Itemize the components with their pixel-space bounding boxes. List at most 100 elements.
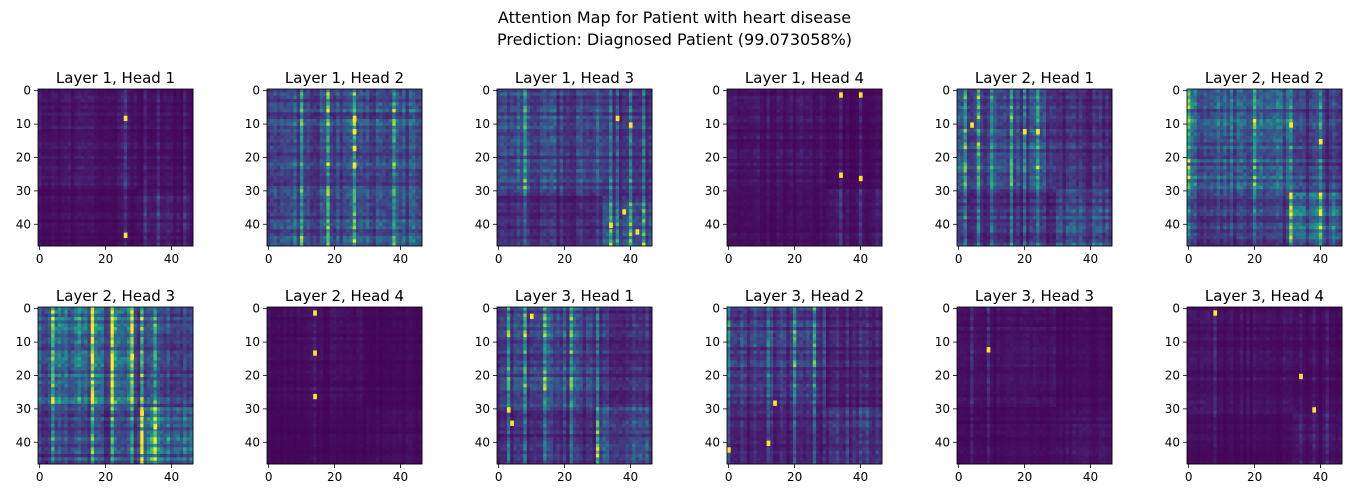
heatmap-cell bbox=[183, 106, 187, 110]
heatmap-cell bbox=[186, 236, 190, 240]
heatmap-cell bbox=[173, 96, 177, 100]
heatmap-cell bbox=[51, 213, 55, 217]
heatmap-cell bbox=[622, 96, 626, 100]
heatmap-cell bbox=[363, 213, 367, 217]
heatmap-cell bbox=[356, 152, 360, 156]
heatmap-cell bbox=[48, 162, 52, 166]
heatmap-cell bbox=[97, 159, 101, 163]
heatmap-cell bbox=[45, 223, 49, 227]
heatmap-cell bbox=[333, 223, 337, 227]
heatmap-cell bbox=[287, 216, 291, 220]
heatmap-cell bbox=[396, 122, 400, 126]
heatmap-cell bbox=[313, 209, 317, 213]
heatmap-cell bbox=[382, 162, 386, 166]
heatmap-cell bbox=[68, 106, 72, 110]
heatmap-cell bbox=[353, 233, 357, 237]
heatmap-cell bbox=[297, 152, 301, 156]
heatmap-cell bbox=[64, 92, 68, 96]
heatmap-cell bbox=[310, 149, 314, 153]
heatmap-cell bbox=[402, 239, 406, 243]
heatmap-cell bbox=[87, 146, 91, 150]
heatmap-cell bbox=[277, 112, 281, 116]
heatmap-cell bbox=[504, 92, 508, 96]
heatmap-cell bbox=[130, 89, 134, 93]
heatmap-cell bbox=[359, 179, 363, 183]
heatmap-cell bbox=[543, 119, 547, 123]
heatmap-cell bbox=[144, 136, 148, 140]
heatmap-cell bbox=[412, 189, 416, 193]
heatmap-cell bbox=[379, 89, 383, 93]
heatmap-cell bbox=[293, 199, 297, 203]
panel-title: Layer 1, Head 1 bbox=[56, 69, 175, 87]
heatmap-cell bbox=[58, 209, 62, 213]
heatmap-cell bbox=[399, 149, 403, 153]
heatmap-cell bbox=[41, 102, 45, 106]
heatmap-cell bbox=[117, 173, 121, 177]
heatmap-cell bbox=[104, 126, 108, 130]
heatmap-cell bbox=[101, 149, 105, 153]
heatmap-cell bbox=[114, 176, 118, 180]
heatmap-cell bbox=[283, 196, 287, 200]
heatmap-cell bbox=[316, 166, 320, 170]
heatmap-cell bbox=[330, 159, 334, 163]
heatmap-cell bbox=[415, 152, 419, 156]
heatmap-cell bbox=[64, 159, 68, 163]
heatmap-cell bbox=[91, 99, 95, 103]
heatmap-cell bbox=[58, 179, 62, 183]
heatmap-cell bbox=[124, 109, 128, 113]
heatmap-cell bbox=[58, 136, 62, 140]
heatmap-cell bbox=[290, 219, 294, 223]
heatmap-cell bbox=[120, 96, 124, 100]
heatmap-cell bbox=[369, 146, 373, 150]
heatmap-cell bbox=[163, 152, 167, 156]
heatmap-cell bbox=[173, 239, 177, 243]
heatmap-cell bbox=[402, 203, 406, 207]
heatmap-cell bbox=[500, 112, 504, 116]
heatmap-cell bbox=[537, 99, 541, 103]
heatmap-cell bbox=[353, 213, 357, 217]
heatmap-cell bbox=[313, 233, 317, 237]
heatmap-cell bbox=[127, 96, 131, 100]
heatmap-cell bbox=[349, 239, 353, 243]
heatmap-cell bbox=[81, 179, 85, 183]
heatmap-cell bbox=[609, 89, 613, 93]
heatmap-cell bbox=[124, 169, 128, 173]
heatmap-cell bbox=[589, 102, 593, 106]
heatmap-cell bbox=[307, 239, 311, 243]
heatmap-cell bbox=[320, 193, 324, 197]
heatmap-cell bbox=[71, 149, 75, 153]
heatmap-cell bbox=[326, 126, 330, 130]
heatmap-cell bbox=[134, 122, 138, 126]
heatmap-cell bbox=[48, 226, 52, 230]
heatmap-cell bbox=[290, 159, 294, 163]
heatmap-cell bbox=[330, 206, 334, 210]
heatmap-cell bbox=[173, 219, 177, 223]
heatmap-cell bbox=[41, 196, 45, 200]
heatmap-cell bbox=[117, 89, 121, 93]
heatmap-cell bbox=[277, 139, 281, 143]
heatmap-cell bbox=[402, 166, 406, 170]
heatmap-cell bbox=[303, 189, 307, 193]
heatmap-cell bbox=[373, 179, 377, 183]
heatmap-cell bbox=[111, 112, 115, 116]
heatmap-cell bbox=[392, 162, 396, 166]
heatmap-cell bbox=[101, 159, 105, 163]
heatmap-cell bbox=[167, 116, 171, 120]
heatmap-cell bbox=[283, 126, 287, 130]
heatmap-cell bbox=[609, 116, 613, 120]
heatmap-cell bbox=[330, 156, 334, 160]
heatmap-cell bbox=[366, 149, 370, 153]
heatmap-cell bbox=[167, 216, 171, 220]
heatmap-cell bbox=[41, 136, 45, 140]
heatmap-cell bbox=[137, 149, 141, 153]
heatmap-cell bbox=[144, 106, 148, 110]
heatmap-cell bbox=[356, 166, 360, 170]
heatmap-cell bbox=[186, 89, 190, 93]
heatmap-cell bbox=[120, 99, 124, 103]
heatmap-cell bbox=[396, 196, 400, 200]
heatmap-cell bbox=[343, 206, 347, 210]
heatmap-cell bbox=[153, 92, 157, 96]
heatmap-cell bbox=[343, 186, 347, 190]
heatmap-cell bbox=[412, 119, 416, 123]
heatmap-cell bbox=[402, 189, 406, 193]
